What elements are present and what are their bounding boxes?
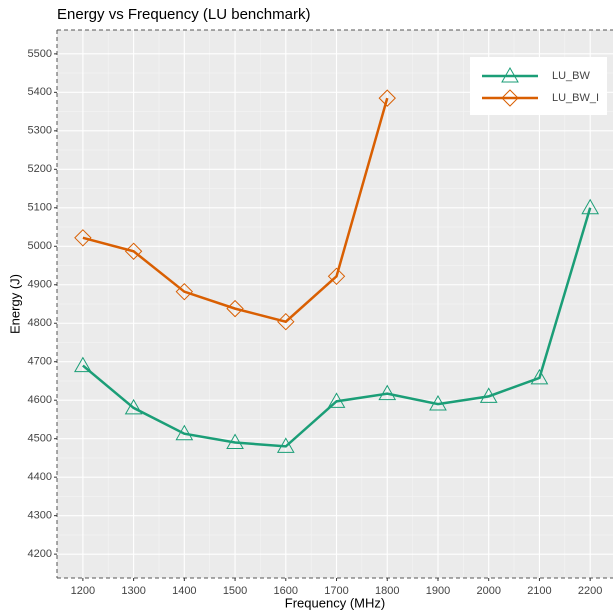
legend	[470, 57, 607, 115]
triangle-marker	[429, 395, 447, 411]
diamond-marker	[277, 312, 295, 331]
x-tick-label: 1500	[223, 585, 247, 597]
series-line	[82, 97, 389, 324]
x-tick-label: 1400	[172, 585, 196, 597]
triangle-marker	[501, 66, 519, 83]
chart-title: Energy vs Frequency (LU benchmark)	[57, 6, 310, 23]
y-axis-title: Energy (J)	[7, 274, 22, 334]
triangle-marker	[124, 398, 143, 415]
x-tick-label: 1700	[324, 585, 348, 597]
diamond-marker	[74, 229, 92, 247]
diamond-marker	[501, 89, 519, 107]
legend-label: LU_BW	[552, 70, 591, 82]
legend-label: LU_BW_I	[552, 92, 599, 104]
x-tick-label: 2100	[527, 585, 551, 597]
triangle-marker	[479, 387, 498, 403]
x-tick-label: 2000	[476, 585, 500, 597]
triangle-marker	[378, 384, 397, 401]
y-tick-label: 4700	[28, 356, 52, 368]
triangle-marker	[175, 424, 194, 441]
y-tick-label: 5100	[28, 202, 52, 214]
lines	[74, 89, 600, 453]
diamond-marker	[175, 282, 194, 301]
triangle-marker	[327, 392, 346, 408]
triangle-marker	[530, 368, 549, 385]
y-tick-label: 4300	[28, 510, 52, 522]
x-tick-label: 1300	[121, 585, 145, 597]
diamond-marker	[124, 242, 143, 260]
x-tick-label: 1600	[274, 585, 298, 597]
y-tick-label: 4800	[28, 317, 52, 329]
triangle-marker	[74, 356, 92, 373]
x-tick-label: 2200	[578, 585, 602, 597]
x-tick-label: 1900	[426, 585, 450, 597]
y-tick-label: 5200	[28, 163, 52, 175]
diamond-marker	[327, 267, 346, 285]
y-tick-label: 4400	[28, 471, 52, 483]
y-tick-label: 4500	[28, 433, 52, 445]
x-tick-label: 1200	[71, 585, 95, 597]
triangle-marker	[581, 198, 600, 215]
x-axis-title: Frequency (MHz)	[285, 595, 385, 610]
diamond-marker	[226, 299, 244, 318]
y-tick-label: 4200	[28, 548, 52, 560]
y-tick-label: 5500	[28, 48, 52, 60]
triangle-marker	[226, 433, 244, 450]
x-tick-label: 1800	[375, 585, 399, 597]
y-tick-label: 5000	[28, 240, 52, 252]
y-tick-label: 5300	[28, 125, 52, 137]
triangle-marker	[276, 437, 295, 453]
series-line	[82, 207, 592, 448]
y-tick-label: 4900	[28, 279, 52, 291]
y-tick-label: 4600	[28, 394, 52, 406]
y-tick-label: 5400	[28, 86, 52, 98]
diamond-marker	[378, 89, 396, 107]
